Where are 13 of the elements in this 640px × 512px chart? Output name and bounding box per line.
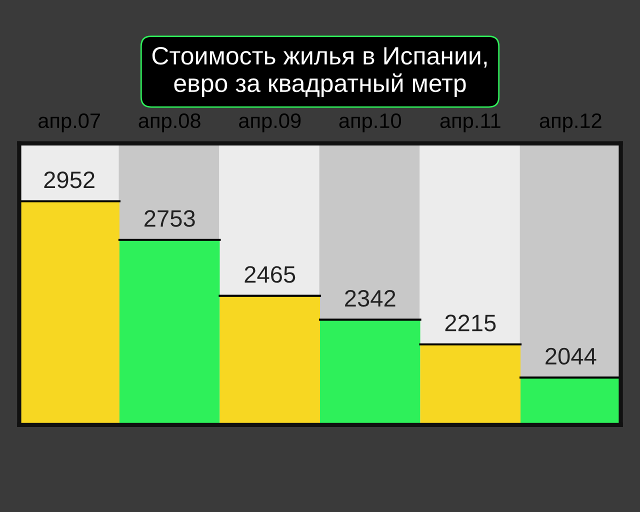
data-label: 2753 — [144, 210, 195, 227]
data-label: 2465 — [244, 266, 296, 283]
x-tick-label: апр.07 — [38, 113, 100, 132]
data-label: 2952 — [44, 172, 94, 188]
data-label: 2215 — [445, 314, 496, 332]
x-tick-label: апр.12 — [540, 113, 602, 132]
x-tick-label: апр.08 — [138, 113, 200, 132]
data-label: 2044 — [546, 348, 596, 365]
data-label: 2342 — [345, 290, 396, 307]
x-tick-label: апр.11 — [440, 114, 500, 132]
x-tick-label: апр.09 — [239, 113, 301, 132]
chart-title: Стоимость жилья в Испании, евро за квадратный метр — [152, 46, 487, 98]
x-tick-label: апр.10 — [339, 113, 402, 132]
